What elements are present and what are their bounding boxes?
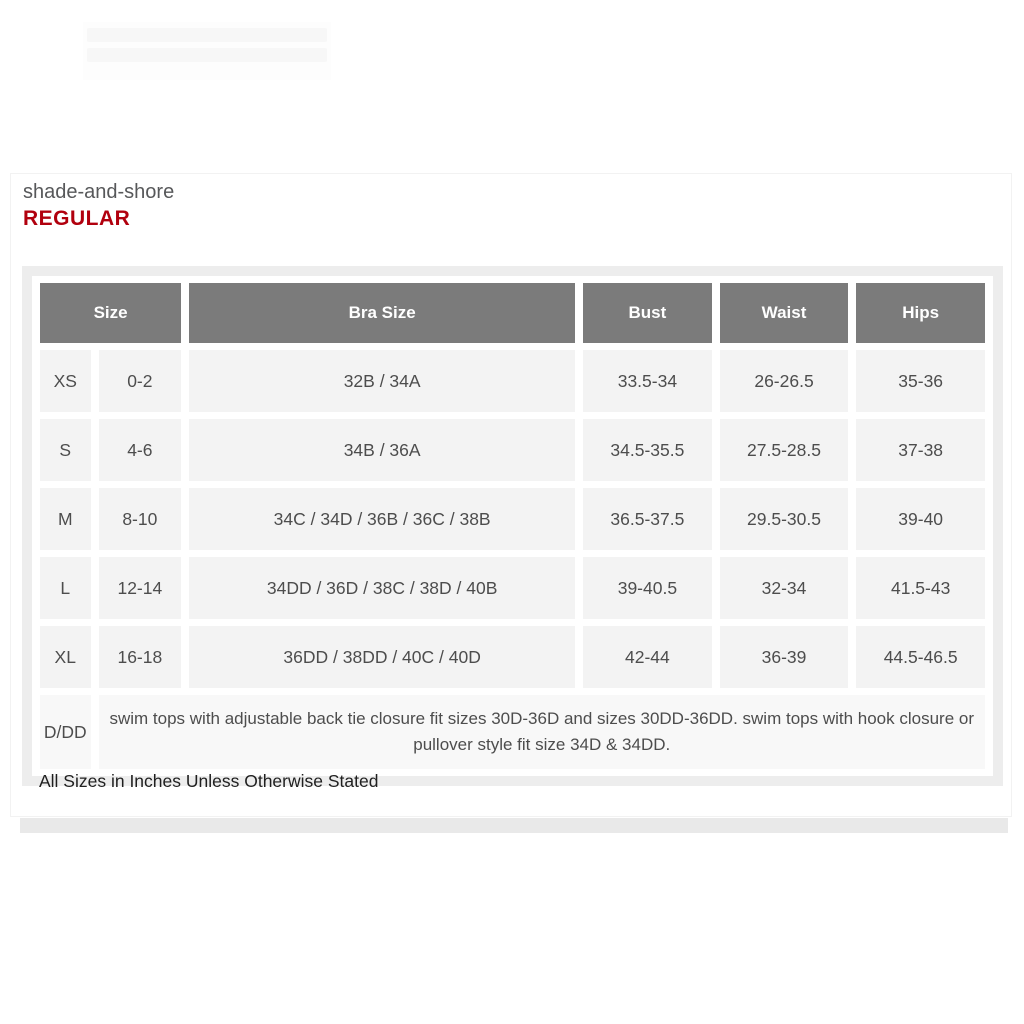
header-hips: Hips xyxy=(856,283,985,343)
fit-type-label: REGULAR xyxy=(23,207,131,230)
header-row: Size Bra Size Bust Waist Hips xyxy=(40,283,985,343)
cell-hips: 41.5-43 xyxy=(856,557,985,619)
cell-waist: 27.5-28.5 xyxy=(719,419,849,481)
header-size: Size xyxy=(40,283,182,343)
cell-bra-size: 34DD / 36D / 38C / 38D / 40B xyxy=(189,557,576,619)
cell-bra-size: 32B / 34A xyxy=(189,350,576,412)
cell-size-letter: XL xyxy=(40,626,91,688)
size-chart-card: shade-and-shore REGULAR Size Bra Size Bu… xyxy=(10,173,1012,817)
size-chart-wrapper: Size Bra Size Bust Waist Hips XS 0-2 32B… xyxy=(22,266,1003,786)
cell-hips: 39-40 xyxy=(856,488,985,550)
faint-watermark xyxy=(83,22,331,80)
cell-hips: 44.5-46.5 xyxy=(856,626,985,688)
cell-waist: 29.5-30.5 xyxy=(719,488,849,550)
table-row-xl: XL 16-18 36DD / 38DD / 40C / 40D 42-44 3… xyxy=(40,626,985,688)
cell-size-range: 12-14 xyxy=(98,557,182,619)
size-chart-table: Size Bra Size Bust Waist Hips XS 0-2 32B… xyxy=(32,276,993,776)
table-row-xs: XS 0-2 32B / 34A 33.5-34 26-26.5 35-36 xyxy=(40,350,985,412)
cell-waist: 32-34 xyxy=(719,557,849,619)
header-bust: Bust xyxy=(583,283,712,343)
cell-bust: 39-40.5 xyxy=(583,557,712,619)
cell-ddd-description: swim tops with adjustable back tie closu… xyxy=(98,695,985,769)
units-footnote: All Sizes in Inches Unless Otherwise Sta… xyxy=(39,771,379,791)
table-row-ddd-note: D/DD swim tops with adjustable back tie … xyxy=(40,695,985,769)
cell-bust: 33.5-34 xyxy=(583,350,712,412)
cell-size-range: 4-6 xyxy=(98,419,182,481)
cell-bra-size: 36DD / 38DD / 40C / 40D xyxy=(189,626,576,688)
table-row-s: S 4-6 34B / 36A 34.5-35.5 27.5-28.5 37-3… xyxy=(40,419,985,481)
table-row-m: M 8-10 34C / 34D / 36B / 36C / 38B 36.5-… xyxy=(40,488,985,550)
header-waist: Waist xyxy=(719,283,849,343)
cell-size-letter: M xyxy=(40,488,91,550)
cell-bust: 36.5-37.5 xyxy=(583,488,712,550)
cell-size-letter: S xyxy=(40,419,91,481)
cell-bra-size: 34B / 36A xyxy=(189,419,576,481)
cell-size-range: 0-2 xyxy=(98,350,182,412)
watermark-ghost-line xyxy=(87,48,327,62)
title-block: shade-and-shore REGULAR xyxy=(23,180,174,232)
horizontal-scrollbar-track xyxy=(20,818,1008,833)
cell-waist: 36-39 xyxy=(719,626,849,688)
watermark-ghost-line xyxy=(87,28,327,42)
cell-bust: 42-44 xyxy=(583,626,712,688)
cell-bust: 34.5-35.5 xyxy=(583,419,712,481)
header-bra-size: Bra Size xyxy=(189,283,576,343)
cell-hips: 37-38 xyxy=(856,419,985,481)
cell-size-range: 8-10 xyxy=(98,488,182,550)
cell-size-letter: L xyxy=(40,557,91,619)
table-row-l: L 12-14 34DD / 36D / 38C / 38D / 40B 39-… xyxy=(40,557,985,619)
cell-waist: 26-26.5 xyxy=(719,350,849,412)
cell-bra-size: 34C / 34D / 36B / 36C / 38B xyxy=(189,488,576,550)
cell-size-range: 16-18 xyxy=(98,626,182,688)
cell-size-letter: XS xyxy=(40,350,91,412)
cell-hips: 35-36 xyxy=(856,350,985,412)
brand-name: shade-and-shore xyxy=(23,181,175,203)
cell-ddd-label: D/DD xyxy=(40,695,91,769)
